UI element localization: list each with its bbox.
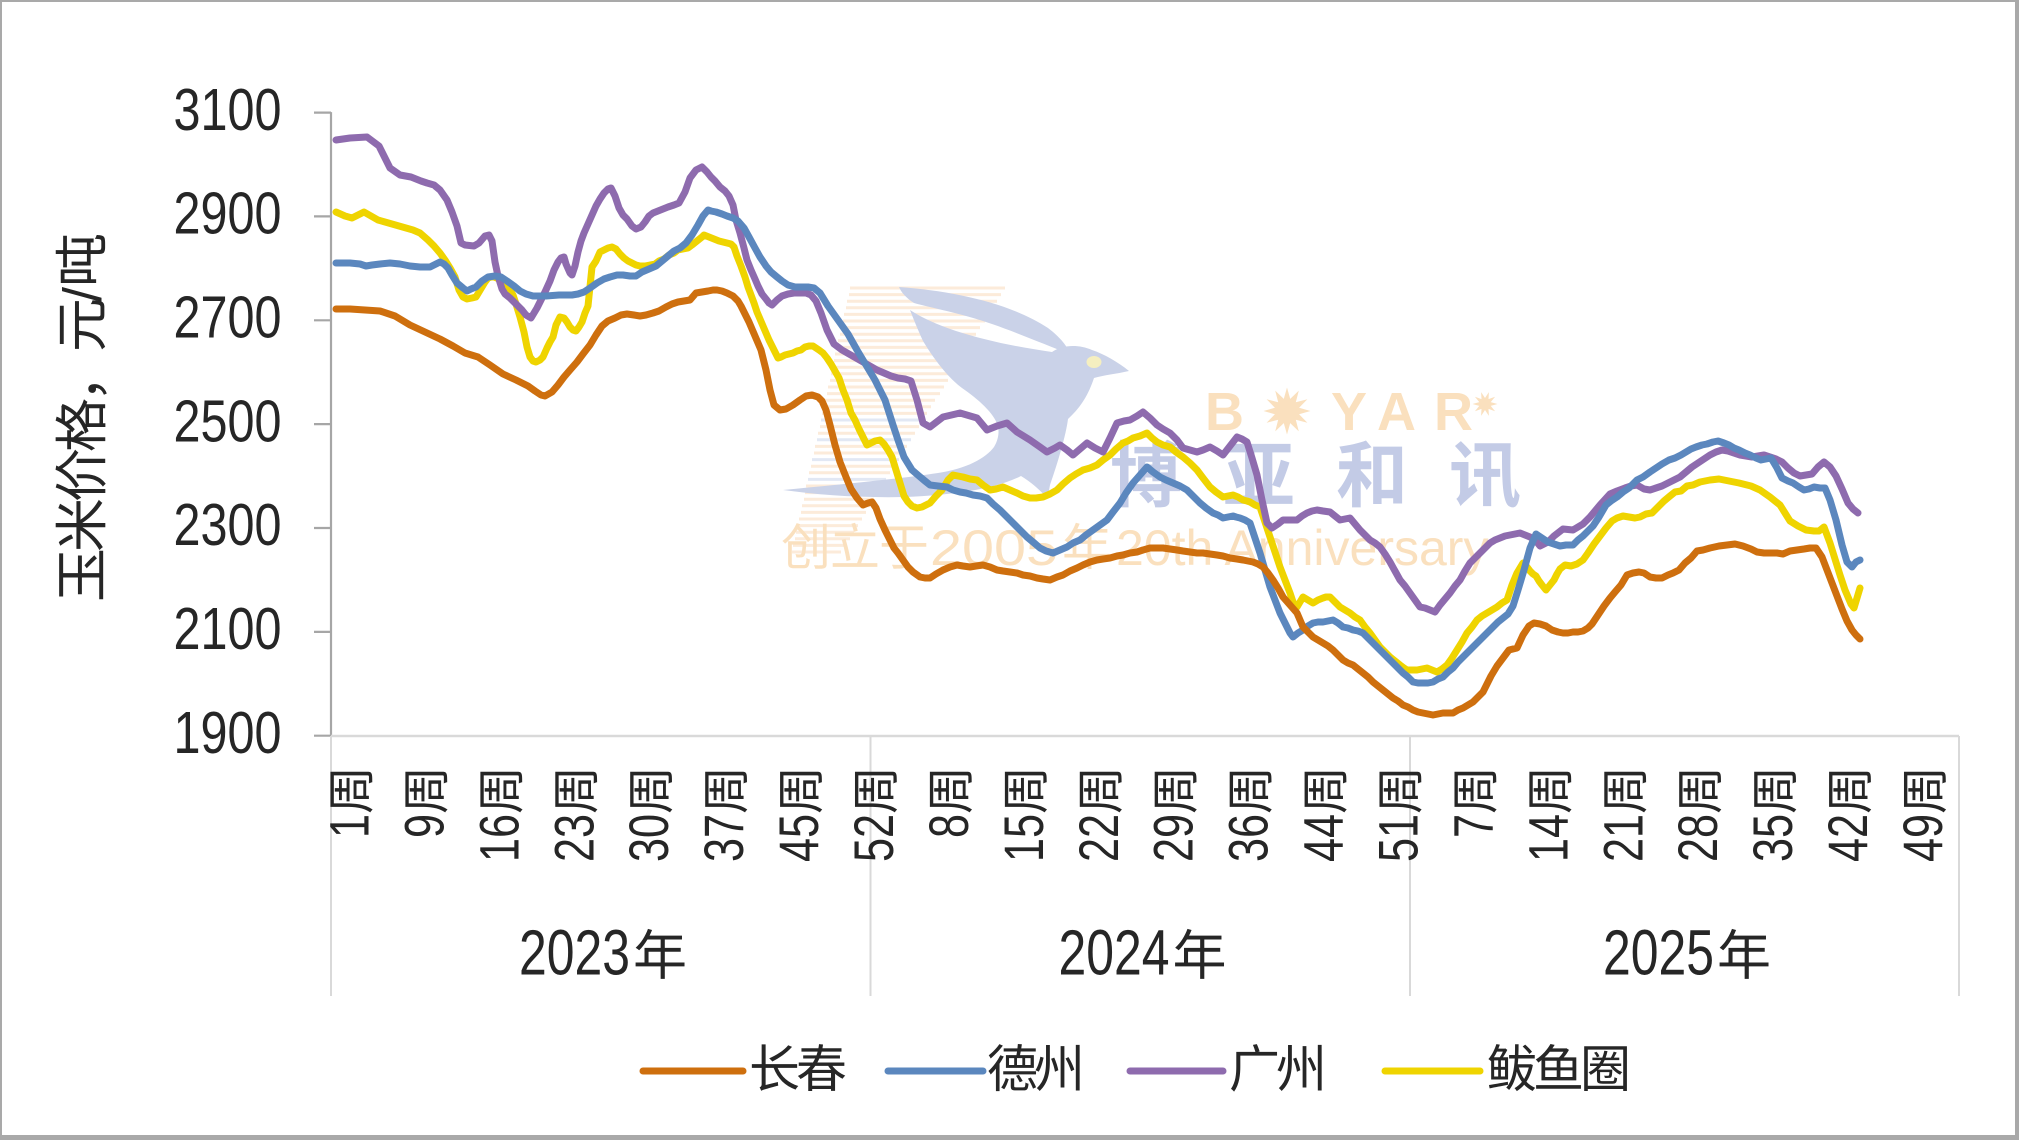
svg-text:2300: 2300 (174, 492, 282, 558)
svg-text:15: 15 (992, 814, 1055, 862)
svg-text:2100: 2100 (174, 596, 282, 662)
svg-text:/: / (53, 287, 113, 302)
svg-text:1: 1 (318, 814, 381, 838)
svg-text:B: B (1205, 382, 1244, 442)
svg-text:22: 22 (1067, 814, 1130, 862)
svg-text:2023: 2023 (519, 917, 630, 989)
svg-text:45: 45 (767, 814, 830, 862)
svg-text:21: 21 (1591, 814, 1654, 862)
svg-text:30: 30 (617, 814, 680, 862)
svg-text:R: R (1434, 382, 1473, 442)
svg-text:29: 29 (1142, 814, 1205, 862)
svg-text:28: 28 (1666, 814, 1729, 862)
svg-text:16: 16 (467, 814, 530, 862)
svg-text:7: 7 (1442, 814, 1505, 838)
svg-text:1900: 1900 (174, 700, 282, 766)
svg-text:37: 37 (692, 814, 755, 862)
svg-text:35: 35 (1741, 814, 1804, 862)
svg-text:2025: 2025 (1603, 917, 1714, 989)
svg-text:2700: 2700 (174, 285, 282, 351)
svg-text:2900: 2900 (174, 181, 282, 247)
svg-text:3100: 3100 (174, 77, 282, 143)
svg-text:44: 44 (1292, 814, 1355, 862)
svg-text:52: 52 (842, 814, 905, 862)
svg-text:9: 9 (392, 814, 455, 838)
svg-text:23: 23 (542, 814, 605, 862)
svg-text:8: 8 (917, 814, 980, 838)
svg-text:Y: Y (1331, 382, 1367, 442)
svg-text:42: 42 (1816, 814, 1879, 862)
svg-text:2500: 2500 (174, 388, 282, 454)
svg-text:51: 51 (1367, 814, 1430, 862)
svg-text:A: A (1377, 382, 1416, 442)
svg-text:36: 36 (1217, 814, 1280, 862)
svg-text:49: 49 (1891, 814, 1954, 862)
svg-text:2024: 2024 (1059, 917, 1170, 989)
svg-text:14: 14 (1516, 814, 1579, 862)
